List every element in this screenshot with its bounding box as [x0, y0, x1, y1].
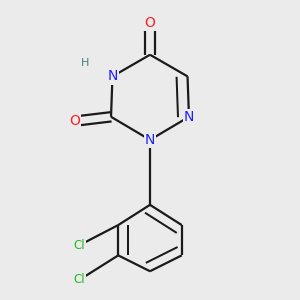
Text: H: H	[81, 58, 89, 68]
Text: Cl: Cl	[74, 273, 85, 286]
Text: O: O	[70, 114, 80, 128]
Text: N: N	[145, 133, 155, 147]
Text: N: N	[184, 110, 194, 124]
Text: Cl: Cl	[74, 239, 85, 252]
Text: O: O	[145, 16, 155, 30]
Text: N: N	[107, 69, 118, 83]
